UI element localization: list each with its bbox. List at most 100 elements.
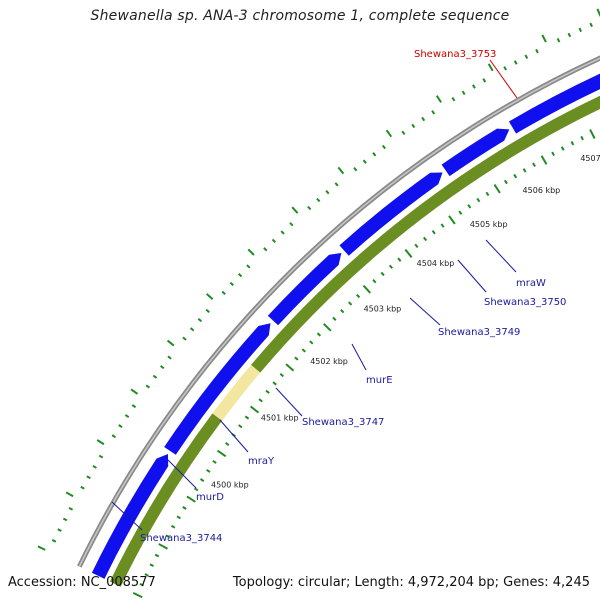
outer-dotted-ring	[37, 8, 600, 551]
outer-tick	[130, 388, 139, 395]
leader-line	[409, 297, 441, 326]
gene-label: murE	[366, 375, 393, 386]
outer-tick	[567, 32, 572, 38]
outer-tick	[263, 247, 268, 252]
outer-tick	[578, 27, 583, 33]
outer-tick	[229, 281, 234, 287]
forward-gene	[441, 128, 510, 177]
inner-tick	[522, 168, 527, 173]
coordinate-label: 4500 kbp	[211, 481, 249, 490]
inner-tick	[258, 398, 263, 403]
outer-tick	[524, 54, 529, 59]
outer-tick	[247, 248, 255, 256]
inner-tick	[356, 293, 361, 299]
inner-tick	[139, 582, 144, 587]
outer-tick	[118, 424, 123, 429]
forward-gene	[339, 172, 443, 256]
outer-tick	[289, 222, 294, 227]
inner-tick	[397, 257, 402, 262]
inner-tick	[170, 524, 176, 529]
inner-tick	[285, 363, 295, 372]
outer-tick	[166, 339, 175, 347]
inner-tick	[323, 323, 332, 332]
coordinate-label: 4505 kbp	[470, 220, 508, 229]
outer-tick	[98, 454, 104, 459]
outer-tick	[325, 189, 330, 195]
inner-tick	[216, 449, 227, 458]
outer-tick	[80, 485, 85, 490]
outer-tick	[381, 144, 386, 150]
outer-tick	[206, 293, 214, 300]
outer-tick	[152, 374, 158, 379]
outer-tick	[205, 308, 210, 313]
outer-tick	[431, 110, 436, 115]
outer-tick	[57, 528, 62, 532]
inner-tick	[332, 316, 337, 321]
leader-line	[489, 59, 518, 99]
outer-tick	[307, 205, 312, 211]
outer-tick	[372, 152, 377, 157]
gene-leader-lines	[111, 59, 518, 531]
inner-tick	[570, 141, 575, 146]
outer-tick	[280, 230, 285, 235]
outer-tick	[92, 465, 97, 469]
inner-tick	[388, 264, 394, 269]
inner-tick	[532, 162, 536, 167]
gene-label: Shewana3_3750	[484, 297, 566, 308]
inner-tick	[301, 348, 306, 353]
inner-tick	[348, 301, 353, 306]
gene-label: Shewana3_3753	[414, 49, 496, 60]
inner-tick	[238, 424, 243, 429]
leader-line	[485, 239, 517, 273]
coordinate-label: 4504 kbp	[417, 259, 455, 268]
outer-tick	[96, 439, 105, 446]
inner-tick	[224, 441, 230, 446]
outer-tick	[271, 238, 277, 243]
outer-tick	[291, 206, 299, 214]
outer-tick	[189, 327, 195, 332]
outer-tick	[68, 506, 74, 511]
inner-tick	[414, 243, 419, 248]
forward-gene	[508, 73, 600, 134]
outer-tick	[513, 60, 518, 65]
outer-tick	[62, 517, 68, 522]
inner-tick	[551, 151, 555, 157]
forward-gene	[164, 323, 271, 455]
inner-tick	[212, 459, 217, 464]
outer-tick	[385, 129, 393, 138]
inner-tick	[423, 236, 428, 242]
leader-line	[351, 343, 367, 371]
backbone-highlight	[78, 57, 600, 567]
outer-tick	[124, 414, 130, 419]
inner-tick	[540, 155, 548, 165]
forward-gene-track	[91, 73, 600, 579]
inner-tick	[467, 204, 472, 209]
inner-tick	[372, 279, 377, 284]
outer-tick	[65, 491, 74, 498]
inner-tick	[158, 543, 168, 550]
outer-tick	[401, 130, 406, 136]
coordinate-label: 4501 kbp	[261, 413, 299, 422]
leader-line	[167, 459, 197, 489]
leader-line	[111, 501, 143, 531]
reverse-gene-track	[109, 95, 600, 587]
inner-tick	[431, 230, 436, 235]
outer-tick	[435, 95, 442, 103]
reverse-gene	[251, 95, 600, 373]
outer-tick	[131, 404, 137, 409]
outer-tick	[362, 159, 367, 164]
outer-tick	[221, 290, 226, 295]
outer-tick	[353, 166, 358, 172]
outer-tick	[411, 123, 416, 129]
map-title: Shewanella sp. ANA-3 chromosome 1, compl…	[90, 8, 510, 24]
outer-tick	[334, 182, 339, 187]
gene-label: murD	[196, 492, 224, 503]
inner-tick	[503, 179, 508, 185]
outer-tick	[556, 38, 561, 43]
forward-gene	[267, 253, 342, 326]
inner-tick	[165, 534, 170, 539]
inner-tick	[149, 563, 154, 568]
outer-tick	[167, 355, 172, 360]
gene-label: Shewana3_3749	[438, 327, 520, 338]
outer-tick	[451, 96, 456, 102]
